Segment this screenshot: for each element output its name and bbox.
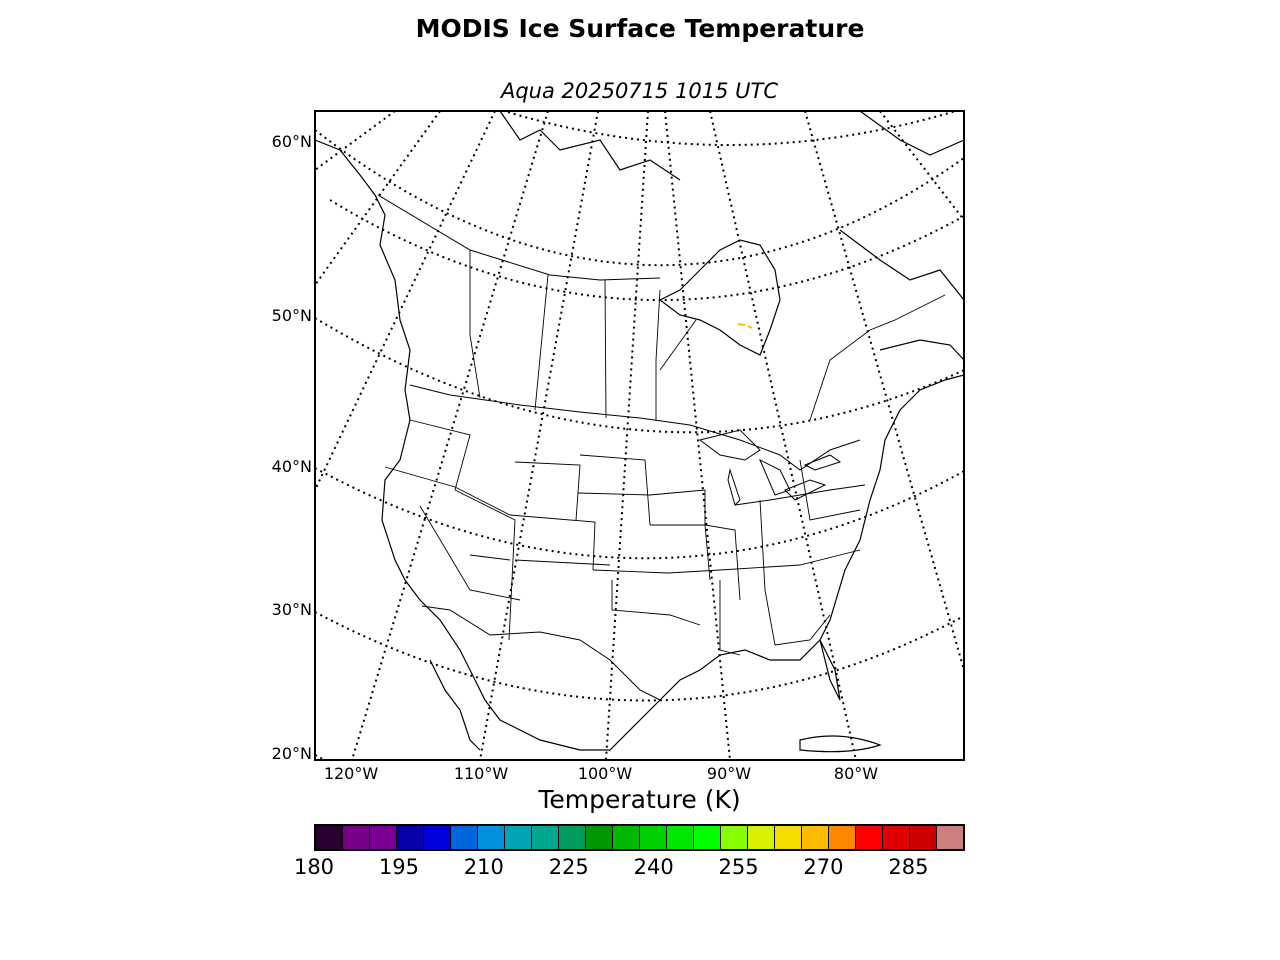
colorbar-swatch [613,826,640,849]
colorbar-tick-label: 180 [293,855,335,879]
lon-label-120w: 120°W [323,764,379,783]
colorbar-swatch [505,826,532,849]
lat-label-40n: 40°N [271,457,312,476]
colorbar-tick-label: 285 [888,855,929,879]
colorbar [314,824,965,851]
colorbar-tick-label: 255 [718,855,759,879]
colorbar-tick-label: 210 [463,855,504,879]
colorbar-tick-label: 240 [633,855,674,879]
colorbar-swatch [559,826,586,849]
colorbar-swatch [370,826,397,849]
colorbar-swatch [937,826,963,849]
colorbar-swatch [721,826,748,849]
colorbar-swatch [424,826,451,849]
colorbar-swatch [478,826,505,849]
colorbar-swatch [640,826,667,849]
colorbar-swatch [343,826,370,849]
coastlines [315,111,964,753]
colorbar-swatch [451,826,478,849]
chart-title: MODIS Ice Surface Temperature [415,14,865,43]
chart-subtitle: Aqua 20250715 1015 UTC [500,79,779,103]
lat-label-60n: 60°N [271,132,312,151]
lat-label-50n: 50°N [271,306,312,325]
great-lakes [698,429,842,506]
colorbar-swatch [532,826,559,849]
colorbar-swatch [829,826,856,849]
colorbar-swatch [748,826,775,849]
graticule-parallels [315,111,964,760]
state-borders [384,250,946,656]
colorbar-swatch [775,826,802,849]
lat-label-20n: 20°N [271,744,312,763]
map-frame [314,110,965,761]
graticule-meridians [315,111,964,760]
lon-label-110w: 110°W [453,764,509,783]
country-borders [377,194,861,701]
colorbar-tick-label: 225 [548,855,589,879]
colorbar-swatch [667,826,694,849]
colorbar-swatch [883,826,910,849]
lon-label-100w: 100°W [577,764,633,783]
lat-label-30n: 30°N [271,600,312,619]
colorbar-swatch [316,826,343,849]
colorbar-tick-label: 270 [803,855,844,879]
colorbar-swatch [397,826,424,849]
colorbar-swatch [694,826,721,849]
colorbar-swatch [802,826,829,849]
colorbar-label: Temperature (K) [538,785,741,814]
colorbar-swatch [586,826,613,849]
colorbar-swatch [910,826,937,849]
lon-label-80w: 80°W [833,764,879,783]
lon-label-90w: 90°W [706,764,752,783]
colorbar-swatch [856,826,883,849]
ice-patches [737,323,753,329]
colorbar-tick-label: 195 [378,855,419,879]
